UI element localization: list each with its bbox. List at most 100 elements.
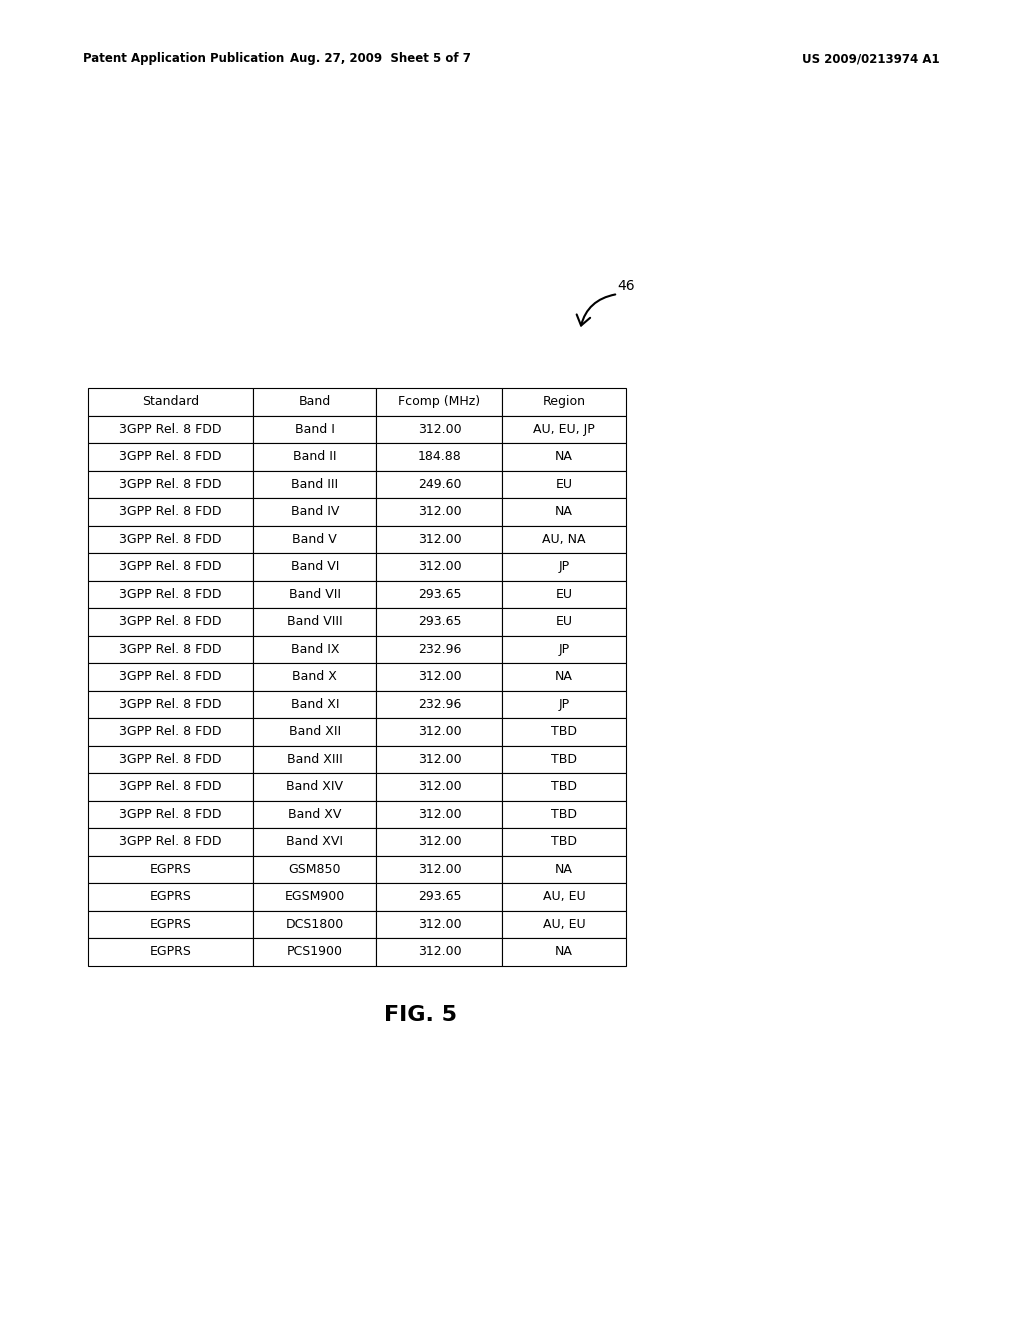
Text: 293.65: 293.65	[418, 587, 461, 601]
Bar	[253, 883, 377, 911]
Text: 3GPP Rel. 8 FDD: 3GPP Rel. 8 FDD	[120, 615, 222, 628]
Bar	[88, 800, 253, 828]
Bar	[503, 828, 626, 855]
Bar	[88, 609, 253, 635]
Bar	[503, 609, 626, 635]
Bar	[377, 663, 503, 690]
Bar	[88, 525, 253, 553]
Text: 3GPP Rel. 8 FDD: 3GPP Rel. 8 FDD	[120, 422, 222, 436]
Text: 3GPP Rel. 8 FDD: 3GPP Rel. 8 FDD	[120, 450, 222, 463]
Text: NA: NA	[555, 863, 573, 875]
Text: JP: JP	[558, 643, 569, 656]
Text: Fcomp (MHz): Fcomp (MHz)	[398, 395, 480, 408]
Text: 184.88: 184.88	[418, 450, 461, 463]
Text: Band: Band	[299, 395, 331, 408]
Bar	[88, 855, 253, 883]
Bar	[88, 444, 253, 470]
Text: 312.00: 312.00	[418, 671, 461, 684]
Bar	[377, 911, 503, 939]
Text: 3GPP Rel. 8 FDD: 3GPP Rel. 8 FDD	[120, 643, 222, 656]
Bar	[377, 690, 503, 718]
Text: 312.00: 312.00	[418, 945, 461, 958]
Bar	[88, 746, 253, 774]
Bar	[377, 635, 503, 663]
Bar	[503, 663, 626, 690]
Text: EGPRS: EGPRS	[150, 890, 191, 903]
Bar	[503, 444, 626, 470]
Bar	[377, 883, 503, 911]
Bar	[88, 553, 253, 581]
Bar	[503, 690, 626, 718]
Text: 3GPP Rel. 8 FDD: 3GPP Rel. 8 FDD	[120, 836, 222, 849]
Bar	[377, 774, 503, 800]
Bar	[377, 388, 503, 416]
Bar	[88, 663, 253, 690]
Text: 293.65: 293.65	[418, 615, 461, 628]
Bar	[503, 498, 626, 525]
Bar	[253, 718, 377, 746]
Text: Band III: Band III	[291, 478, 338, 491]
Text: 312.00: 312.00	[418, 533, 461, 545]
Bar	[253, 746, 377, 774]
Text: Band XI: Band XI	[291, 698, 339, 710]
Bar	[503, 774, 626, 800]
Bar	[253, 635, 377, 663]
Text: 312.00: 312.00	[418, 560, 461, 573]
Text: NA: NA	[555, 506, 573, 519]
Bar	[253, 444, 377, 470]
Bar	[253, 581, 377, 609]
Bar	[88, 498, 253, 525]
Text: FIG. 5: FIG. 5	[384, 1005, 457, 1026]
Text: AU, NA: AU, NA	[543, 533, 586, 545]
Bar	[253, 939, 377, 965]
Text: JP: JP	[558, 560, 569, 573]
Text: Band VI: Band VI	[291, 560, 339, 573]
Text: NA: NA	[555, 671, 573, 684]
Bar	[503, 883, 626, 911]
Text: EU: EU	[555, 478, 572, 491]
Text: TBD: TBD	[551, 808, 577, 821]
Bar	[377, 828, 503, 855]
Text: 312.00: 312.00	[418, 725, 461, 738]
Bar	[503, 388, 626, 416]
Bar	[88, 635, 253, 663]
Bar	[377, 444, 503, 470]
Text: PCS1900: PCS1900	[287, 945, 343, 958]
Text: EU: EU	[555, 615, 572, 628]
Text: 3GPP Rel. 8 FDD: 3GPP Rel. 8 FDD	[120, 587, 222, 601]
Bar	[503, 581, 626, 609]
Text: Band X: Band X	[293, 671, 337, 684]
Bar	[253, 498, 377, 525]
Bar	[88, 828, 253, 855]
Bar	[88, 911, 253, 939]
Text: 3GPP Rel. 8 FDD: 3GPP Rel. 8 FDD	[120, 478, 222, 491]
Bar	[377, 609, 503, 635]
Text: Band II: Band II	[293, 450, 337, 463]
Bar	[253, 416, 377, 444]
Text: 312.00: 312.00	[418, 836, 461, 849]
Text: NA: NA	[555, 945, 573, 958]
Text: 3GPP Rel. 8 FDD: 3GPP Rel. 8 FDD	[120, 560, 222, 573]
Bar	[88, 774, 253, 800]
Text: EGPRS: EGPRS	[150, 945, 191, 958]
Text: Band XIV: Band XIV	[287, 780, 343, 793]
Bar	[253, 525, 377, 553]
Text: AU, EU: AU, EU	[543, 890, 586, 903]
Bar	[377, 470, 503, 498]
Bar	[503, 470, 626, 498]
Bar	[377, 855, 503, 883]
Text: Band XVI: Band XVI	[287, 836, 343, 849]
Bar	[253, 609, 377, 635]
Text: Standard: Standard	[142, 395, 199, 408]
Bar	[253, 911, 377, 939]
Bar	[503, 800, 626, 828]
Text: 232.96: 232.96	[418, 643, 461, 656]
Text: 312.00: 312.00	[418, 422, 461, 436]
Text: GSM850: GSM850	[289, 863, 341, 875]
Bar	[253, 553, 377, 581]
Text: 3GPP Rel. 8 FDD: 3GPP Rel. 8 FDD	[120, 698, 222, 710]
Text: 312.00: 312.00	[418, 506, 461, 519]
Bar	[503, 855, 626, 883]
Bar	[88, 416, 253, 444]
Text: 3GPP Rel. 8 FDD: 3GPP Rel. 8 FDD	[120, 671, 222, 684]
